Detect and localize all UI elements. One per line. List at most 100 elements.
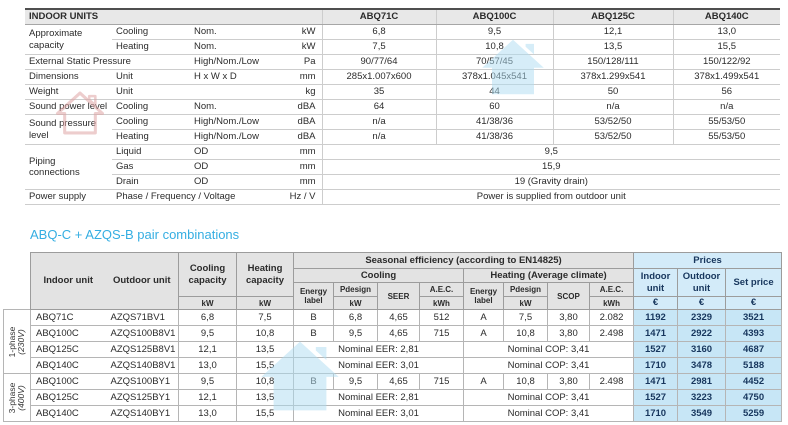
value-cell: 12,1 [552,24,674,40]
spec-header-row: INDOOR UNITS ABQ71C ABQ100C ABQ125C ABQ1… [25,9,781,25]
outdoor-price-cell: 3549 [677,405,727,422]
indoor-price-cell: 1471 [633,373,679,390]
row-detail: Nom. [190,39,282,55]
value-cell: 378x1.499x541 [672,69,781,85]
row-label: Power supply [25,189,112,205]
cooling-capacity-cell: 12,1 [178,341,237,358]
row-detail: OD [190,144,282,160]
col-header-price-indoor: Indoor unit [633,268,679,297]
row-label: Approximate capacity [25,24,112,55]
value-cell: 15,9 [321,159,781,175]
heating-capacity-cell: 10,8 [236,373,294,390]
set-price-cell: 3521 [725,309,783,326]
row-unit: mm [282,69,323,85]
heating-capacity-cell: 7,5 [236,309,294,326]
pdesign-cell: 10,8 [503,373,548,390]
scop-cell: 3,80 [547,325,590,342]
energy-label-cell: B [293,309,334,326]
aec-cell: 512 [419,309,464,326]
nominal-cop-cell: Nominal COP: 3,41 [462,405,635,422]
cooling-capacity-cell: 9,5 [178,373,237,390]
row-unit: Pa [282,54,323,70]
outdoor-price-cell: 2981 [677,373,727,390]
value-cell: 9,5 [321,144,781,160]
indoor-unit-cell: ABQ125C [30,389,106,406]
outdoor-price-cell: 2922 [677,325,727,342]
cooling-capacity-cell: 9,5 [178,325,237,342]
cooling-capacity-cell: 13,0 [178,405,237,422]
nominal-eer-cell: Nominal EER: 2,81 [293,389,464,406]
table-row: ABQ125C AZQS125B8V1 12,1 13,5 Nominal EE… [4,341,783,358]
value-cell: 7,5 [321,39,437,55]
row-detail: OD [190,174,282,190]
unit-header-kwh: kWh [588,296,635,310]
model-header: ABQ100C [435,9,554,25]
table-row: ABQ125C AZQS125BY1 12,1 13,5 Nominal EER… [4,389,783,406]
nominal-cop-cell: Nominal COP: 3,41 [462,389,635,406]
spec-table: INDOOR UNITS ABQ71C ABQ100C ABQ125C ABQ1… [25,8,781,205]
row-attr: Unit [112,69,190,85]
row-detail: H x W x D [190,69,282,85]
outdoor-price-cell: 3478 [677,357,727,374]
row-attr: Drain [112,174,190,190]
row-attr: Heating [112,39,190,55]
outdoor-unit-cell: AZQS125BY1 [105,389,179,406]
value-cell: 150/128/111 [552,54,674,70]
unit-header-euro: € [677,296,727,310]
value-cell: 50 [552,84,674,100]
set-price-cell: 4750 [725,389,783,406]
unit-header-kw: kW [236,296,294,310]
heating-capacity-cell: 15,5 [236,357,294,374]
indoor-unit-cell: ABQ125C [30,341,106,358]
indoor-unit-cell: ABQ140C [30,357,106,374]
outdoor-unit-cell: AZQS100B8V1 [105,325,179,342]
row-label: Dimensions [25,69,112,85]
row-attr: Gas [112,159,190,175]
table-row: Sound power level Cooling Nom. dBA 64 60… [25,99,781,115]
nominal-cop-cell: Nominal COP: 3,41 [462,357,635,374]
group-header-prices: Prices [633,252,783,269]
energy-label-cell: B [293,373,334,390]
seer-cell: 4,65 [377,309,420,326]
col-header-set-price: Set price [725,268,783,297]
header-row: kW kW kW kWh kW kWh € € € [4,296,783,310]
row-unit: mm [282,174,323,190]
value-cell: 13,0 [672,24,781,40]
outdoor-unit-cell: AZQS100BY1 [105,373,179,390]
value-cell: 6,8 [321,24,437,40]
value-cell: 378x1.299x541 [552,69,674,85]
header-row: Cooling Heating (Average climate) Indoor… [4,268,783,297]
table-row: Dimensions Unit H x W x D mm 285x1.007x6… [25,69,781,85]
value-cell: 19 (Gravity drain) [321,174,781,190]
heating-capacity-cell: 10,8 [236,325,294,342]
table-row: Gas OD mm 15,9 [25,159,781,175]
scop-cell: 3,80 [547,373,590,390]
value-cell: 53/52/50 [552,114,674,130]
pdesign-cell: 6,8 [333,309,378,326]
value-cell: 35 [321,84,437,100]
col-header-pdesign: Pdesign [503,282,548,297]
table-row: Drain OD mm 19 (Gravity drain) [25,174,781,190]
unit-header-euro: € [725,296,783,310]
row-label: Sound pressure level [25,114,112,145]
value-cell: 150/122/92 [672,54,781,70]
row-attr: Phase / Frequency / Voltage [112,189,282,205]
heating-capacity-cell: 13,5 [236,341,294,358]
unit-header-kw: kW [333,296,378,310]
indoor-unit-cell: ABQ100C [30,325,106,342]
energy-label-cell: A [463,325,504,342]
indoor-price-cell: 1527 [633,341,679,358]
cooling-capacity-cell: 13,0 [178,357,237,374]
value-cell: 53/52/50 [552,129,674,145]
col-header-outdoor-unit: Outdoor unit [105,252,179,310]
value-cell: 56 [672,84,781,100]
header-spacer [4,253,31,310]
outdoor-unit-cell: AZQS140B8V1 [105,357,179,374]
value-cell: 70/57/45 [435,54,554,70]
aec-cell: 2.082 [588,309,635,326]
col-header-seer: SEER [377,282,420,310]
pdesign-cell: 10,8 [503,325,548,342]
pdesign-cell: 7,5 [503,309,548,326]
value-cell: 90/77/64 [321,54,437,70]
group-header-heating: Heating (Average climate) [462,268,635,283]
